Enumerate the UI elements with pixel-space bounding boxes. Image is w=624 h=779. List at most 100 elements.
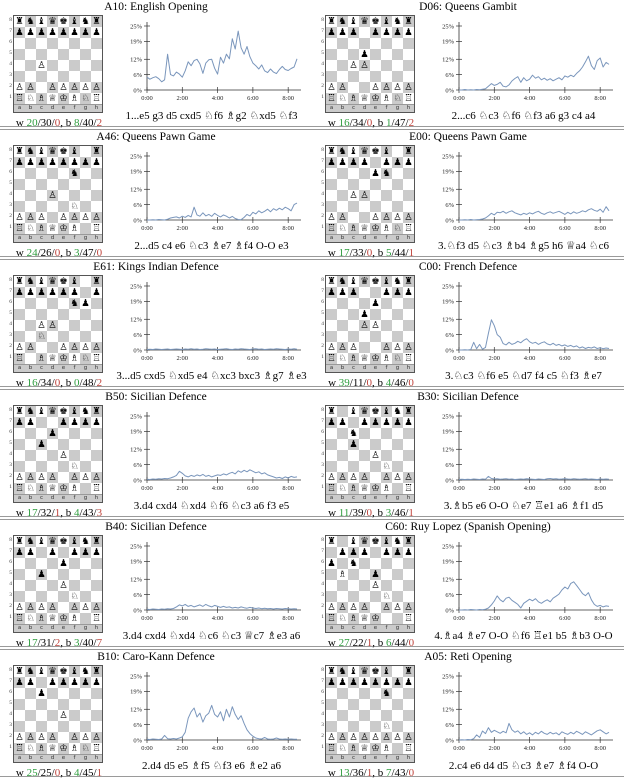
black-wins-count: 4 xyxy=(73,507,80,519)
white-pawn: ♙ xyxy=(403,732,414,743)
rank-label: 6 xyxy=(321,689,324,695)
file-label: e xyxy=(373,755,378,761)
stat-separator: / xyxy=(349,117,353,129)
y-tick-label: 12% xyxy=(442,577,455,584)
x-tick-label: 0:00 xyxy=(453,95,465,102)
board-square xyxy=(359,38,370,49)
white-pawn: ♙ xyxy=(37,602,46,613)
score-stats: w 39/11/0, b 4/46/0 xyxy=(319,377,423,389)
board-square xyxy=(80,699,91,710)
black-queen: ♛ xyxy=(47,406,58,417)
white-pawn: ♙ xyxy=(81,602,90,613)
x-tick-label: 4:00 xyxy=(211,485,223,492)
board-square xyxy=(91,439,102,450)
white-draws-count: 33 xyxy=(352,247,364,259)
black-pawn: ♟ xyxy=(338,547,347,558)
rank-label: 7 xyxy=(321,28,324,34)
x-tick-label: 0:00 xyxy=(141,745,153,752)
board-column: 8 7 6 5 4 3 2 1 ♜ ♞ ♝ ♛ ♚ ♝ ♞ ♜ ♟ ♟ ♟ ♟ ♟ ♟ ♟ ♟ ♙ ♙ ♙ ♙ ♙ ♙ ♙ ♙ ♖ ♘ ♗ ♕ ♔ ♗ ♘ ♖… xyxy=(7,665,111,779)
white-king: ♔ xyxy=(370,223,381,234)
black-pawn: ♟ xyxy=(370,677,381,688)
score-stats: w 27/22/1, b 6/44/0 xyxy=(319,637,423,649)
black-bishop: ♝ xyxy=(381,406,392,417)
file-label: h xyxy=(406,365,411,371)
board-square xyxy=(58,168,69,179)
board-square xyxy=(36,417,47,428)
black-queen: ♛ xyxy=(359,276,370,287)
white-draws-count: 32 xyxy=(40,507,52,519)
board-column: 8 7 6 5 4 3 2 1 ♜ ♝ ♛ ♚ ♝ ♞ ♜ ♟ ♟ ♟ ♟ ♟ ♟ ♟ ♞ ♟ ♙ ♘ ♙ ♙ ♙ ♙ ♙ ♙ ♙ ♖ ♘ ♗ ♕ ♔ ♗ ♖… xyxy=(319,405,423,519)
black-wins-count: 4 xyxy=(73,767,80,779)
board-square xyxy=(326,320,337,331)
board-square xyxy=(381,320,392,331)
board-square xyxy=(69,439,80,450)
board-square xyxy=(80,287,91,298)
x-tick-label: 6:00 xyxy=(559,615,571,622)
black-pawn: ♟ xyxy=(360,157,369,168)
board-square xyxy=(69,569,80,580)
white-losses-count: 0 xyxy=(54,117,61,129)
panel-content: 8 7 6 5 4 3 2 1 ♜ ♞ ♝ ♛ ♚ ♝ ♜ ♟ ♟ ♟ ♟ ♟ ♟ ♟ ♞ ♟ ♙ ♙ ♘ ♙ ♙ ♙ ♙ ♙ ♙ ♖ ♗ ♕ ♔ ♗ ♘ ♖… xyxy=(0,275,312,389)
rank-label: 4 xyxy=(9,711,12,717)
board-column: 8 7 6 5 4 3 2 1 ♜ ♝ ♛ ♚ ♝ ♞ ♜ ♟ ♟ ♟ ♟ ♟ ♟ ♟ ♞ ♗ ♟ ♙ ♘ ♙ ♙ ♙ ♙ ♙ ♙ ♙ ♖ ♘ ♗ ♕ ♔ ♖… xyxy=(319,535,423,649)
board-square xyxy=(58,331,69,342)
black-bishop: ♝ xyxy=(349,666,358,677)
black-bishop: ♝ xyxy=(349,536,358,547)
board-square xyxy=(80,49,91,60)
black-pawn: ♟ xyxy=(26,157,35,168)
board-square xyxy=(69,38,80,49)
black-pawn: ♟ xyxy=(36,569,47,580)
board-square xyxy=(359,342,370,353)
white-pawn: ♙ xyxy=(81,82,90,93)
board-square xyxy=(392,666,403,677)
white-losses-count: 2 xyxy=(54,637,61,649)
panel-content: 8 7 6 5 4 3 2 1 ♜ ♞ ♝ ♛ ♚ ♝ ♜ ♟ ♟ ♟ ♟ ♟ ♟ ♟ ♟ ♞ ♙ ♘ ♙ ♙ ♙ ♙ ♙ ♙ ♙ ♖ ♘ ♗ ♕ ♔ ♗ ♖… xyxy=(0,145,312,259)
chess-board: ♜ ♞ ♝ ♛ ♚ ♝ ♞ ♜ ♟ ♟ ♟ ♟ ♟ ♟ ♟ ♟ ♙ ♘ ♙ ♙ ♙ ♙ ♙ ♙ ♙ ♖ ♘ ♗ ♕ ♔ ♗ ♖ xyxy=(14,406,102,494)
white-draws-count: 26 xyxy=(40,247,52,259)
board-square xyxy=(69,428,80,439)
board-square xyxy=(58,49,69,60)
ep-curve xyxy=(458,475,609,480)
board-square xyxy=(370,688,381,699)
white-bishop: ♗ xyxy=(36,93,47,104)
board-with-coords: 8 7 6 5 4 3 2 1 ♜ ♞ ♝ ♛ ♚ ♝ ♜ ♟ ♟ ♟ ♟ ♟ ♟ ♟ ♞ ♟ ♙ ♙ ♘ ♙ ♙ ♙ ♙ ♙ ♙ ♖ ♗ ♕ ♔ ♗ ♘ ♖… xyxy=(7,275,111,373)
white-king: ♔ xyxy=(58,743,69,754)
rank-label: 1 xyxy=(9,614,12,620)
black-pawn: ♟ xyxy=(360,49,369,60)
board-square xyxy=(25,353,36,364)
black-pawn: ♟ xyxy=(37,688,46,699)
stat-side-label: w xyxy=(327,637,339,649)
board-square xyxy=(392,591,403,602)
board-square xyxy=(14,60,25,71)
board-square xyxy=(47,591,58,602)
white-rook: ♖ xyxy=(326,353,337,364)
panel-title: D06: Queens Gambit xyxy=(419,1,517,13)
black-losses-count: 0 xyxy=(408,637,415,649)
board-square xyxy=(348,38,359,49)
y-tick-label: 12% xyxy=(442,707,455,714)
black-pawn: ♟ xyxy=(327,558,336,569)
stat-separator: / xyxy=(405,117,409,129)
board-with-coords: 8 7 6 5 4 3 2 1 ♜ ♝ ♛ ♚ ♝ ♞ ♜ ♟ ♟ ♟ ♟ ♟ ♟ ♟ ♞ ♟ ♙ ♘ ♙ ♙ ♙ ♙ ♙ ♙ ♙ ♖ ♘ ♗ ♕ ♔ ♗ ♖… xyxy=(319,405,423,503)
rank-label: 1 xyxy=(321,354,324,360)
black-king: ♚ xyxy=(59,16,68,27)
board-square xyxy=(58,201,69,212)
board-square xyxy=(14,168,25,179)
board-square xyxy=(58,472,69,483)
board-square xyxy=(80,591,91,602)
score-stats: w 17/31/2, b 3/40/7 xyxy=(7,637,111,649)
opening-panel: B40: Sicilian Defence 8 7 6 5 4 3 2 1 ♜ ♞ ♝ ♛ ♚ ♝ ♞ ♜ ♟ ♟ ♟… xyxy=(0,520,312,649)
black-pawn: ♟ xyxy=(26,547,35,558)
chart-column: 0% 6% 12% 19% 25% 0:00 2:00 4:00 6:00 8:00 1...e5 … xyxy=(111,15,312,129)
white-bishop: ♗ xyxy=(348,223,359,234)
row-separator xyxy=(0,516,624,520)
ep-curve xyxy=(458,722,609,741)
file-label: a xyxy=(17,235,22,241)
x-tick-label: 2:00 xyxy=(488,745,500,752)
board-with-coords: 8 7 6 5 4 3 2 1 ♜ ♞ ♝ ♛ ♚ ♝ ♞ ♜ ♟ ♟ ♟ ♟ ♟ ♟ ♟ ♟ ♙ ♘ ♙ ♙ ♙ ♙ ♙ ♙ ♙ ♖ ♘ ♗ ♕ ♔ ♗ ♖… xyxy=(7,405,111,503)
black-pawn: ♟ xyxy=(370,417,381,428)
board-square xyxy=(370,721,381,732)
board-square xyxy=(58,699,69,710)
black-wins-count: 1 xyxy=(385,117,392,129)
